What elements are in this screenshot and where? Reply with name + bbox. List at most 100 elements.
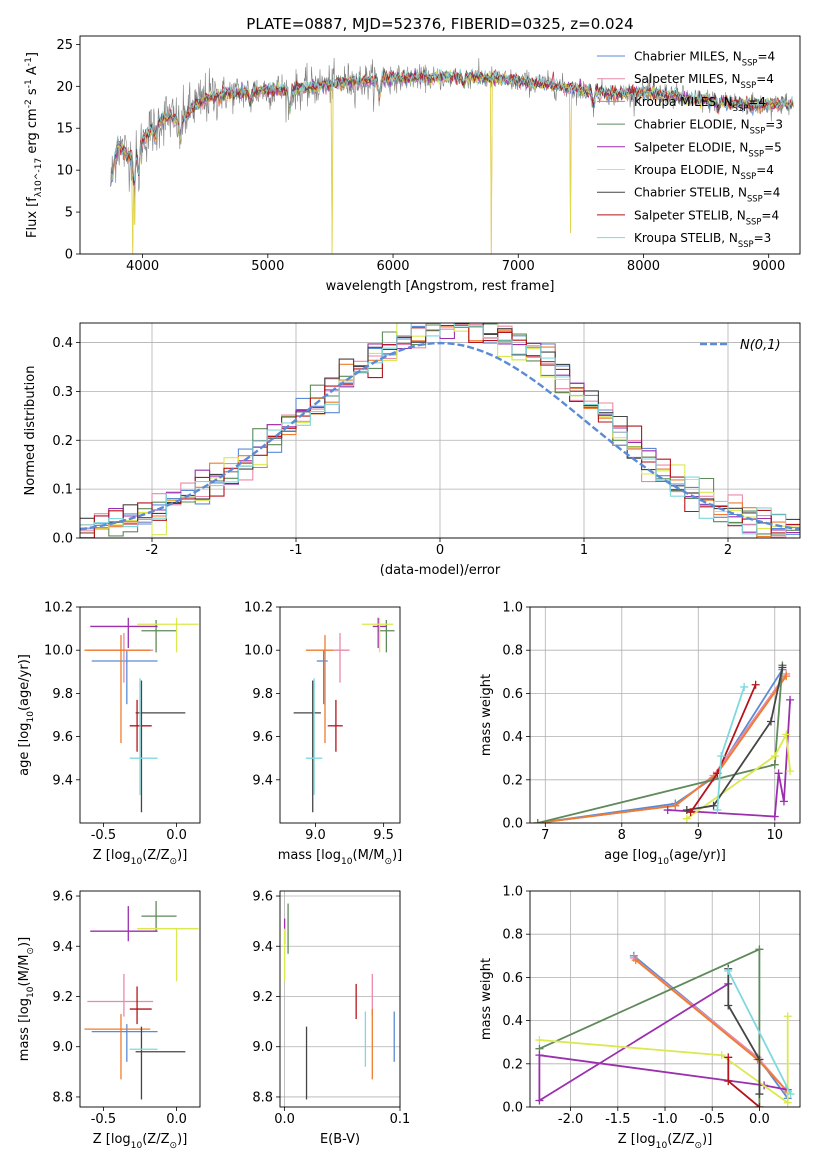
point-marker (709, 801, 718, 810)
x-tick-label: -1.5 (605, 1112, 630, 1127)
chart-age_vs_mass: 9.0 9.5 9.4 9.6 9.8 10.0 10.2 mass [log10(M/M⊙)… (244, 601, 402, 868)
y-tick-label: 0.4 (502, 1014, 523, 1029)
y-tick-label: 0.8 (502, 644, 523, 659)
y-tick-label: 9.0 (52, 1040, 73, 1055)
x-tick-label: 5000 (251, 259, 284, 274)
x-tick-label: 7 (541, 828, 549, 843)
point-marker (766, 717, 775, 726)
plot-area (535, 945, 795, 1107)
point-marker (770, 812, 779, 821)
x-tick-label: 9000 (752, 259, 785, 274)
y-tick-label: 9.4 (252, 773, 273, 788)
legend-label: Salpeter ELODIE, NSSP=5 (634, 140, 782, 158)
y-tick-label: 9.6 (252, 730, 273, 745)
x-tick-label: -2 (146, 543, 159, 558)
y-tick-label: 5 (65, 206, 73, 221)
axes-frame (529, 606, 801, 824)
normal-curve (80, 341, 800, 531)
y-axis-label: mass weight (479, 958, 494, 1040)
point-marker (751, 680, 760, 689)
point-marker (774, 769, 783, 778)
point-marker (533, 819, 542, 823)
point-marker (778, 663, 787, 672)
y-tick-label: 9.4 (52, 773, 73, 788)
y-tick-label: 0.8 (502, 928, 523, 943)
x-tick-label: -1.0 (652, 1112, 677, 1127)
point-marker (755, 1055, 764, 1064)
axes-frame (79, 606, 201, 824)
y-tick-label: 0.1 (52, 483, 73, 498)
point-marker (724, 1001, 733, 1010)
y-tick-label: 0.6 (502, 971, 523, 986)
y-tick-label: 9.4 (252, 940, 273, 955)
x-tick-label: 0.0 (166, 1112, 187, 1127)
y-tick-label: 0.6 (502, 687, 523, 702)
point-marker (755, 945, 764, 954)
x-axis-label: wavelength [Angstrom, rest frame] (326, 279, 555, 294)
x-tick-label: -0.5 (91, 828, 116, 843)
x-axis-label: E(B-V) (320, 1132, 360, 1147)
y-tick-label: 0.2 (502, 773, 523, 788)
y-tick-label: 0.0 (502, 1101, 523, 1116)
x-axis-label: (data-model)/error (380, 563, 501, 578)
point-marker (724, 1053, 733, 1062)
point-marker (770, 760, 779, 769)
point-marker (713, 806, 722, 815)
y-tick-label: 10 (56, 164, 73, 179)
legend-label: Kroupa ELODIE, NSSP=4 (634, 163, 774, 181)
axes-frame (79, 35, 801, 255)
x-tick-label: 9.5 (373, 828, 394, 843)
histogram-step (80, 323, 800, 538)
x-tick-label: 1 (580, 543, 588, 558)
weight-line (539, 1016, 789, 1105)
point-marker (755, 1103, 764, 1107)
weight-line (727, 968, 761, 1094)
plot-area (533, 661, 795, 823)
y-axis-label: mass weight (479, 674, 494, 756)
point-marker (770, 752, 779, 761)
y-tick-label: 9.6 (52, 730, 73, 745)
point-marker (782, 730, 791, 739)
point-marker (663, 806, 672, 815)
x-tick-label: -1 (290, 543, 303, 558)
chart-mass_vs_Z: -0.5 0.0 8.8 9.0 9.2 9.4 9.6 Z [log10(Z/Z⊙)] mas… (17, 890, 201, 1151)
point-marker (755, 1090, 764, 1099)
point-marker (724, 1077, 733, 1086)
x-tick-label: 10 (766, 828, 783, 843)
x-tick-label: 4000 (126, 259, 159, 274)
chart-mass_vs_ebv: 0.0 0.1 8.8 9.0 9.2 9.4 9.6 E(B-V) (252, 890, 410, 1147)
y-tick-label: 0.2 (502, 1057, 523, 1072)
plot-area (84, 617, 199, 813)
plot-area (110, 57, 794, 254)
y-tick-label: 9.2 (52, 990, 73, 1005)
point-marker (682, 814, 691, 823)
x-axis-label: age [log10(age/yr)] (604, 848, 726, 867)
y-tick-label: 9.8 (252, 687, 273, 702)
x-tick-label: 0.0 (166, 828, 187, 843)
y-tick-label: 10.0 (44, 644, 73, 659)
point-marker (535, 1036, 544, 1045)
chart-age_vs_Z: -0.5 0.0 9.4 9.6 9.8 10.0 10.2 Z [log10(Z/Z⊙)] a… (17, 601, 201, 867)
axes-frame (79, 322, 801, 539)
y-tick-label: 1.0 (502, 601, 523, 616)
weight-line (537, 675, 787, 823)
x-tick-label: 0.1 (390, 1112, 411, 1127)
legend-label: Salpeter STELIB, NSSP=4 (634, 208, 779, 226)
point-marker (740, 682, 749, 691)
x-axis-label: Z [log10(Z/Z⊙)] (618, 1132, 713, 1151)
point-marker (782, 672, 791, 681)
point-marker (783, 1012, 792, 1021)
point-marker (686, 808, 695, 817)
y-tick-label: 9.4 (52, 940, 73, 955)
x-tick-label: 0.0 (749, 1112, 770, 1127)
legend-label: N(0,1) (740, 338, 781, 353)
y-tick-label: 1.0 (502, 885, 523, 900)
point-marker (786, 767, 795, 776)
point-marker (717, 1051, 726, 1060)
x-tick-label: 9 (694, 828, 702, 843)
point-marker (671, 801, 680, 810)
chart-residuals: -2 -1 0 1 2 0.0 0.1 0.2 0.3 0.4 (data-model)/error… (23, 322, 801, 578)
y-tick-label: 9.6 (52, 890, 73, 905)
legend-label: Kroupa STELIB, NSSP=3 (634, 231, 771, 249)
